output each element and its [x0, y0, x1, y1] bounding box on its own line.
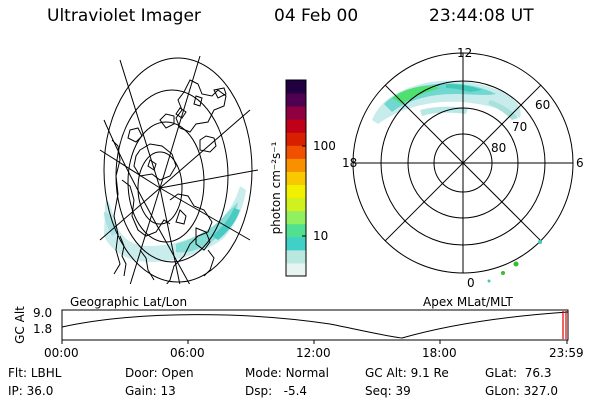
polar-aurora-dot — [513, 261, 519, 267]
colorbar-stripe — [286, 249, 306, 264]
mlt-label-6: 6 — [576, 156, 584, 170]
colorbar-stripe — [286, 171, 306, 186]
image-date: 04 Feb 00 — [274, 6, 359, 26]
colorbar-tick-label-100: 100 — [313, 139, 336, 153]
timeline-xtick: 12:00 — [296, 346, 331, 360]
timeline-xtick: 23:59 — [549, 346, 584, 360]
mlt-label-12: 12 — [457, 46, 473, 60]
colorbar-stripe — [286, 236, 306, 251]
colorbar-stripe — [286, 158, 306, 172]
info-mode: Mode: Normal — [245, 366, 329, 380]
timeline-xtick: 06:00 — [170, 346, 205, 360]
polar-aurora-oval — [372, 80, 521, 124]
timeline-ylabel: GC Alt — [13, 306, 27, 344]
colorbar-stripe — [286, 132, 306, 146]
colorbar-stripe — [286, 197, 306, 212]
altitude-curve — [61, 311, 569, 339]
colorbar-stripe — [286, 80, 306, 94]
colorbar-stripe — [286, 93, 306, 107]
timeline-ytick-top: 9.0 — [33, 306, 53, 320]
mlt-label-0: 0 — [467, 276, 475, 290]
info-flt: Flt: LBHL — [8, 366, 62, 380]
colorbar-stripe — [286, 119, 306, 133]
colorbar-stripe — [286, 210, 306, 225]
polar-grid — [352, 52, 574, 274]
colorbar — [285, 79, 307, 277]
colorbar-stripe — [286, 145, 306, 159]
info-glat: GLat: 76.3 — [485, 366, 552, 380]
info-glon: GLon: 327.0 — [485, 384, 558, 398]
colorbar-unit-label: photon cm⁻²s⁻¹ — [269, 141, 283, 235]
colorbar-stripe — [286, 223, 306, 238]
polar-map — [352, 52, 574, 283]
mlat-label-60: 60 — [535, 98, 551, 112]
geographic-map — [99, 55, 258, 284]
geo-map-caption: Geographic Lat/Lon — [70, 295, 188, 309]
instrument-title: Ultraviolet Imager — [47, 6, 201, 26]
polar-aurora-dot — [487, 279, 491, 283]
polar-aurora-dot — [538, 240, 542, 244]
colorbar-stripes — [286, 80, 306, 277]
mlat-label-80: 80 — [491, 141, 507, 155]
info-gain: Gain: 13 — [125, 384, 176, 398]
colorbar-stripe — [286, 184, 306, 199]
geo-coastlines — [111, 79, 227, 284]
polar-map-caption: Apex MLat/MLT — [423, 295, 513, 309]
mlt-label-18: 18 — [342, 156, 358, 170]
colorbar-tick-label-10: 10 — [313, 229, 329, 243]
colorbar-stripe — [286, 262, 306, 277]
info-dsp: Dsp: -5.4 — [245, 384, 308, 398]
timeline-plot — [61, 309, 569, 344]
polar-aurora-dot — [501, 271, 505, 275]
colorbar-stripe — [286, 106, 306, 120]
info-seq: Seq: 39 — [365, 384, 411, 398]
info-door: Door: Open — [125, 366, 194, 380]
timeline-ytick-bottom: 1.8 — [33, 322, 53, 336]
info-ip: IP: 36.0 — [8, 384, 54, 398]
image-time: 23:44:08 UT — [429, 6, 534, 26]
mlat-label-70: 70 — [512, 120, 528, 134]
info-gcalt: GC Alt: 9.1 Re — [365, 366, 449, 380]
timeline-xtick: 18:00 — [422, 346, 457, 360]
timeline-xtick: 00:00 — [44, 346, 79, 360]
